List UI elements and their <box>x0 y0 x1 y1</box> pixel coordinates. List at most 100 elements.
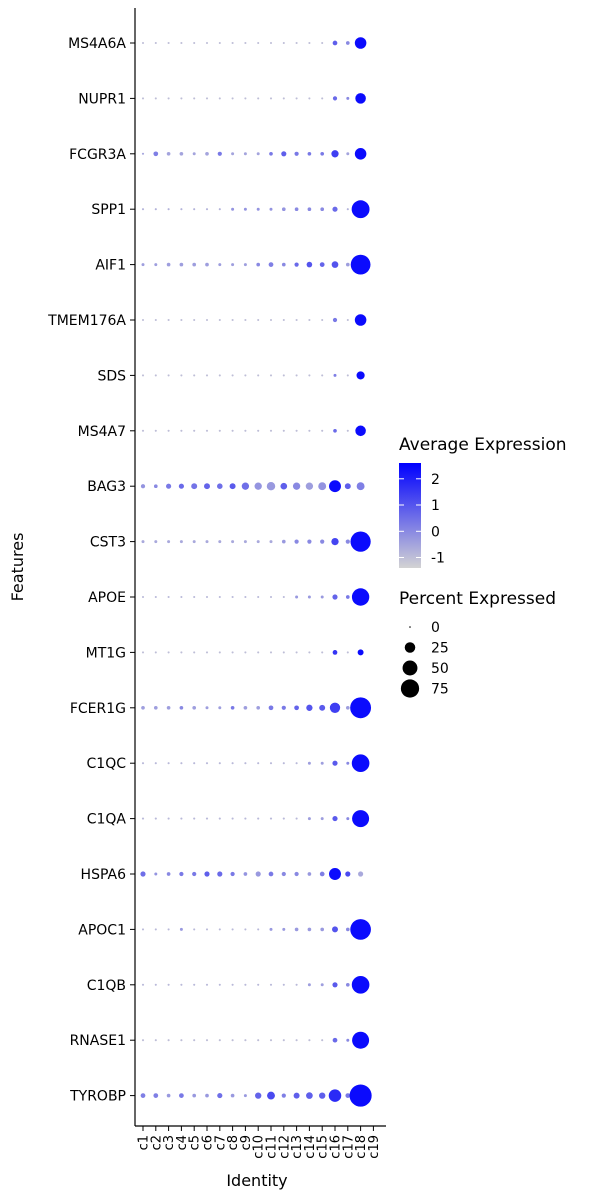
dot-APOE-c2 <box>154 595 157 599</box>
dot-MT1G-c1 <box>141 651 145 654</box>
dot-MS4A6A-c1 <box>141 41 145 45</box>
dot-MS4A6A-c7 <box>218 41 221 45</box>
dot-MS4A6A-c17 <box>345 41 350 45</box>
dot-MS4A6A-c6 <box>205 41 209 45</box>
dot-APOE-c13 <box>295 595 299 599</box>
dot-C1QA-c17 <box>346 817 350 821</box>
dot-FCGR3A-c1 <box>141 152 145 155</box>
dot-SPP1-c12 <box>281 207 286 212</box>
dot-AIF1-c8 <box>231 263 235 267</box>
dot-MT1G-c2 <box>154 651 157 654</box>
dot-NUPR1-c9 <box>244 97 247 100</box>
dot-C1QA-c1 <box>141 817 145 820</box>
dot-CST3-c16 <box>331 537 339 546</box>
dot-RNASE1-c5 <box>193 1039 196 1042</box>
dot-FCER1G-c8 <box>230 705 235 710</box>
x-axis-title: Identity <box>226 1171 287 1190</box>
dot-AIF1-c16 <box>331 261 339 268</box>
dot-CST3-c15 <box>320 539 325 544</box>
dot-C1QB-c8 <box>231 983 234 986</box>
dot-SDS-c12 <box>282 374 285 377</box>
y-tick-label: SDS <box>97 368 126 384</box>
dot-RNASE1-c12 <box>282 1039 285 1042</box>
dot-MS4A7-c3 <box>167 429 170 432</box>
dot-C1QC-c9 <box>244 762 247 765</box>
dot-CST3-c6 <box>205 540 209 544</box>
dot-TYROBP-c5 <box>192 1093 197 1098</box>
dot-SDS-c3 <box>167 374 170 377</box>
dot-CST3-c11 <box>269 540 273 544</box>
dot-SDS-c9 <box>244 374 247 377</box>
dot-APOC1-c15 <box>320 927 325 932</box>
y-tick-label: AIF1 <box>95 258 126 274</box>
dot-FCER1G-c9 <box>243 705 248 710</box>
dot-C1QC-c2 <box>154 762 157 765</box>
dot-TMEM176A-c15 <box>321 318 324 322</box>
x-tick-label: c17 <box>341 1135 356 1159</box>
dot-HSPA6-c11 <box>268 871 274 877</box>
size-legend: Percent Expressed 0 25 50 75 <box>399 589 556 698</box>
dot-MT1G-c6 <box>205 651 209 654</box>
y-tick-label: TYROBP <box>69 1089 126 1105</box>
dot-SDS-c16 <box>333 373 337 377</box>
dot-APOE-c17 <box>345 595 350 599</box>
dot-MT1G-c17 <box>346 651 349 654</box>
x-tick-label: c13 <box>290 1135 305 1159</box>
color-legend-label: 0 <box>431 524 440 540</box>
dot-C1QC-c17 <box>346 761 350 765</box>
dot-APOE-c18 <box>351 588 370 606</box>
dot-HSPA6-c6 <box>204 871 210 877</box>
dot-NUPR1-c13 <box>295 97 298 100</box>
dot-APOE-c15 <box>320 595 324 599</box>
color-legend-bar <box>399 463 421 568</box>
dot-grid <box>140 37 372 1107</box>
dot-CST3-c5 <box>192 540 196 544</box>
dot-RNASE1-c17 <box>346 1038 350 1042</box>
dot-C1QC-c11 <box>269 762 273 765</box>
dot-C1QC-c1 <box>141 762 145 765</box>
dot-HSPA6-c13 <box>294 871 299 877</box>
dot-APOC1-c6 <box>205 928 209 931</box>
dot-C1QB-c10 <box>257 983 260 986</box>
dot-BAG3-c17 <box>344 483 351 490</box>
dot-MS4A6A-c4 <box>180 41 183 45</box>
size-legend-label: 25 <box>431 641 449 657</box>
dot-CST3-c9 <box>243 540 247 544</box>
dot-FCER1G-c2 <box>153 705 158 710</box>
dot-MT1G-c13 <box>295 651 298 654</box>
dot-APOE-c12 <box>282 595 285 599</box>
dot-MS4A6A-c11 <box>269 41 273 45</box>
dot-APOC1-c13 <box>294 927 299 932</box>
dot-BAG3-c5 <box>191 483 198 490</box>
dot-AIF1-c6 <box>205 262 209 267</box>
dot-HSPA6-c17 <box>345 871 351 877</box>
dot-C1QB-c13 <box>295 983 298 986</box>
dot-MS4A7-c14 <box>308 429 311 432</box>
dot-C1QC-c14 <box>307 761 311 765</box>
dot-APOE-c7 <box>218 595 221 599</box>
dot-HSPA6-c5 <box>192 871 197 877</box>
dot-HSPA6-c14 <box>307 872 312 876</box>
dot-TMEM176A-c4 <box>180 318 183 322</box>
dot-MS4A7-c9 <box>244 429 247 432</box>
dot-MT1G-c18 <box>357 649 364 656</box>
y-tick-label: FCGR3A <box>69 147 126 163</box>
dot-AIF1-c4 <box>179 262 184 267</box>
dot-FCGR3A-c14 <box>307 151 312 156</box>
dot-FCER1G-c7 <box>218 706 222 710</box>
dot-MS4A7-c11 <box>269 429 273 432</box>
dot-C1QA-c5 <box>193 817 196 820</box>
dot-NUPR1-c3 <box>167 97 170 100</box>
y-tick-label: APOC1 <box>78 922 126 938</box>
dot-MS4A7-c6 <box>205 429 209 432</box>
dot-AIF1-c3 <box>166 262 171 267</box>
dot-NUPR1-c14 <box>308 97 311 100</box>
dot-MS4A7-c5 <box>193 429 196 432</box>
dot-CST3-c8 <box>231 540 235 544</box>
dot-FCGR3A-c7 <box>217 151 222 156</box>
dot-C1QB-c1 <box>141 983 145 986</box>
dot-AIF1-c14 <box>306 261 313 268</box>
dot-MT1G-c8 <box>231 651 234 654</box>
dot-C1QA-c11 <box>269 817 273 820</box>
dot-AIF1-c17 <box>345 262 350 267</box>
